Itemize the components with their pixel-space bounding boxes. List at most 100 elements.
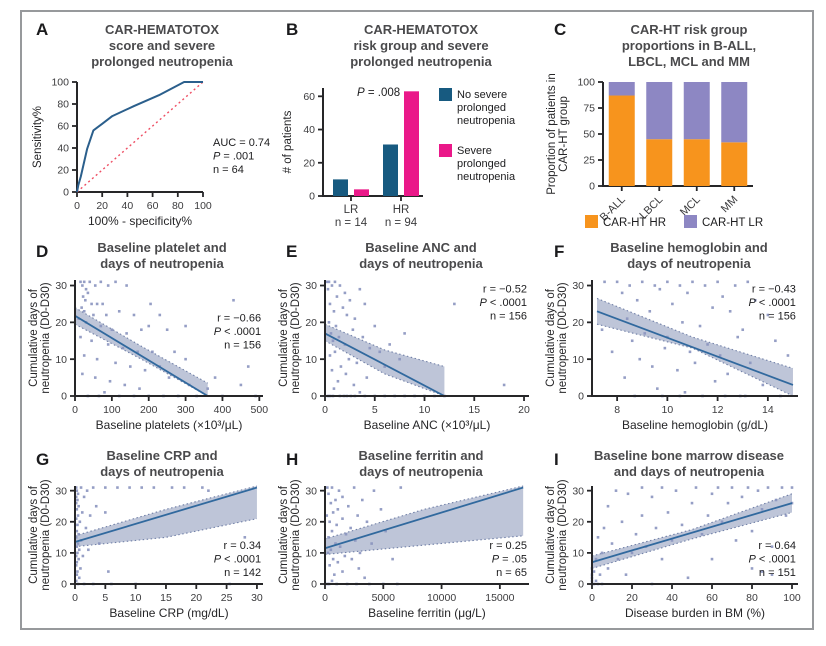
scatter-point — [325, 514, 329, 517]
scatter-point — [750, 529, 754, 533]
scatter-point — [650, 495, 654, 499]
x-tick-label: 10 — [419, 404, 431, 416]
scatter-point — [344, 372, 348, 376]
scatter-point — [733, 284, 737, 287]
y-tick-label: 20 — [57, 165, 69, 177]
scatter-point — [650, 365, 654, 368]
scatter-point — [79, 280, 82, 284]
scatter-point — [363, 302, 367, 306]
x-tick-label: 5 — [102, 592, 108, 604]
x-tick-label: 0 — [74, 200, 80, 212]
scatter-point — [660, 486, 664, 489]
x-tick-label: 0 — [322, 404, 328, 416]
scatter-point — [101, 302, 104, 306]
scatter-point — [326, 486, 329, 489]
stats-line: r = −0.43 — [752, 283, 796, 295]
panel-d-label: D — [36, 242, 49, 261]
scatter-point — [610, 350, 614, 354]
legend-label: prolonged — [457, 102, 506, 114]
x-tick-label: 8 — [614, 404, 620, 416]
legend-swatch — [439, 88, 452, 101]
scatter-point — [79, 486, 83, 489]
y-axis-label: Cumulative days of — [545, 288, 557, 387]
scatter-point — [104, 486, 107, 489]
scatter-point — [361, 498, 364, 502]
chance-diagonal — [76, 81, 204, 193]
scatter-point — [84, 287, 88, 291]
scatter-point — [114, 361, 117, 365]
y-axis-label: CAR-HT group — [558, 96, 570, 172]
x-tick-label: 0 — [589, 592, 595, 604]
scatter-point — [325, 280, 329, 284]
scatter-point — [90, 339, 93, 343]
band-upper-edge — [324, 323, 445, 368]
legend-label: Severe — [457, 145, 492, 157]
x-tick-label: 300 — [177, 404, 195, 416]
scatter-point — [345, 313, 349, 317]
scatter-point — [78, 520, 82, 524]
scatter-point — [88, 280, 92, 284]
panel-g-label: G — [36, 450, 50, 469]
y-tick-label: 10 — [55, 354, 67, 366]
x-tick-label: 30 — [251, 592, 263, 604]
panel-a-title: CAR-HEMATOTOX score and severe prolonged… — [91, 22, 233, 69]
scatter-point — [691, 280, 694, 284]
panel-c-title: CAR-HT risk group proportions in B-ALL, … — [621, 22, 757, 69]
x-tick-label: 10000 — [427, 592, 456, 604]
y-tick-label: 80 — [57, 99, 69, 111]
scatter-point — [184, 357, 187, 361]
stats-line: n = 64 — [213, 164, 244, 176]
scatter-point — [335, 295, 339, 298]
panel-b-bar-chart: 0 20 40 60 # of patients LRn = 14 HRn = 94 P = … — [282, 87, 516, 229]
scatter-point — [106, 343, 110, 346]
scatter-point — [734, 539, 738, 542]
scatter-point — [86, 291, 90, 295]
x-tick-label: 10 — [662, 404, 674, 416]
scatter-point — [110, 328, 114, 332]
scatter-point — [74, 501, 78, 505]
scatter-point — [352, 383, 356, 387]
scatter-point — [149, 302, 152, 306]
scatter-point — [82, 310, 86, 313]
scatter-point — [726, 501, 730, 505]
scatter-point — [654, 526, 658, 530]
scatter-point — [623, 376, 626, 379]
x-tick-label: 0 — [322, 592, 328, 604]
scatter-point — [239, 383, 243, 387]
scatter-point — [760, 508, 764, 511]
scatter-point — [165, 328, 169, 332]
y-tick-label: 25 — [583, 155, 595, 167]
panel-e: E Baseline ANC and days of neutropenia 0… — [274, 236, 542, 444]
y-tick-label: 20 — [55, 317, 67, 329]
scatter-point — [158, 313, 162, 317]
scatter-point — [690, 501, 694, 505]
x-axis-label: Baseline ferritin (μg/L) — [368, 606, 486, 620]
scatter-point — [666, 280, 669, 284]
panel-grid: A CAR-HEMATOTOX score and severe prolong… — [24, 14, 810, 628]
y-tick-label: 20 — [305, 516, 317, 528]
scatter-point — [666, 511, 670, 514]
scatter-point — [114, 280, 117, 284]
y-tick-label: 60 — [57, 121, 69, 133]
band-lower-edge — [74, 518, 258, 548]
x-tick-label: 40 — [666, 592, 678, 604]
scatter-point — [356, 514, 359, 517]
x-tick-label: 15 — [160, 592, 172, 604]
scatter-point — [686, 291, 689, 295]
scatter-point — [347, 504, 350, 508]
scatter-point — [770, 573, 774, 576]
scatter-point — [656, 387, 659, 390]
panel-h: H Baseline ferritin and days of neutrope… — [274, 444, 542, 628]
scatter-point — [334, 498, 337, 502]
scatter-point — [88, 514, 92, 517]
scatter-point — [379, 508, 383, 511]
x-tick-label: 100 — [194, 200, 212, 212]
y-tick-label: 0 — [309, 191, 315, 203]
x-axis-label: Baseline ANC (×10³/μL) — [364, 418, 491, 432]
y-axis-label: neutropenia (D0-D30) — [40, 480, 52, 591]
stats-line: P = .001 — [213, 151, 254, 163]
scatter-point — [614, 489, 618, 492]
x-tick-label: 60 — [147, 200, 159, 212]
scatter-point — [243, 536, 247, 539]
x-tick-label: 12 — [712, 404, 724, 416]
